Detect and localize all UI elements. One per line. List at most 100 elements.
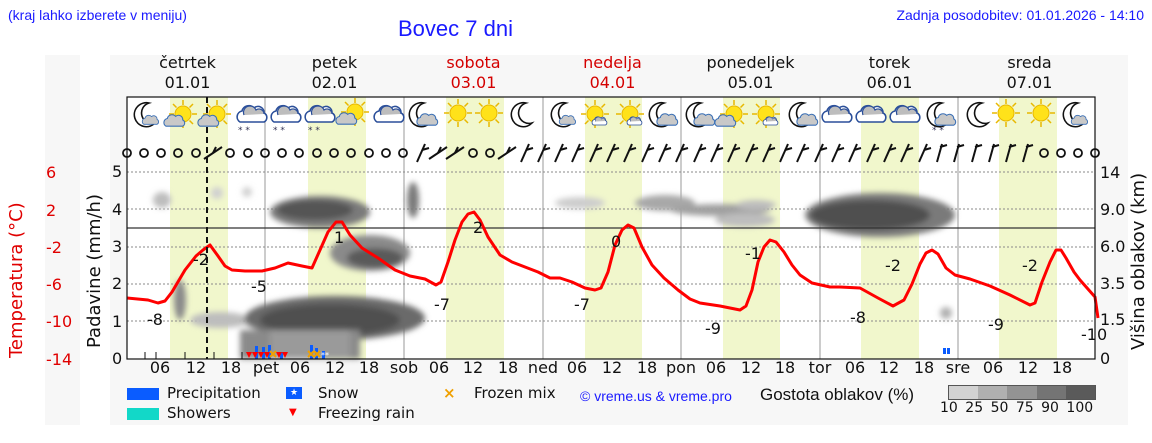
hour-label: 06 [982, 358, 1004, 377]
hour-label: 18 [220, 358, 242, 377]
temp-label: -8 [147, 310, 163, 329]
temp-label: 2 [473, 218, 484, 237]
precip-tick: 3 [112, 237, 123, 256]
hour-label: 06 [705, 358, 727, 377]
hour-label: 12 [324, 358, 346, 377]
hour-ticks [144, 352, 243, 359]
legend-snow: Snow [318, 384, 359, 402]
temp-label: -7 [434, 295, 450, 314]
day-header: četrtek 01.01 [159, 53, 216, 92]
day-short-label: sob [389, 358, 419, 377]
precipitation-swatch [127, 388, 159, 400]
hour-label: 18 [358, 358, 380, 377]
temp-label: 0 [611, 232, 622, 251]
hour-label: 12 [878, 358, 900, 377]
temperature-line [126, 210, 1100, 319]
day-header: ponedeljek 05.01 [706, 53, 795, 92]
precip-tick: 0 [112, 349, 123, 368]
hour-label: 06 [428, 358, 450, 377]
temp-label: 1 [334, 228, 345, 247]
cloud-scale-labels: 10 25 50 75 90 100 [940, 400, 1094, 416]
svg-text:* *: * * [932, 126, 944, 136]
precip-tick: 4 [112, 200, 123, 219]
hour-label: 18 [497, 358, 519, 377]
page-title: Bovec 7 dni [398, 16, 513, 41]
cloud-tick: 14 [1100, 163, 1121, 182]
hour-label: 06 [149, 358, 171, 377]
temp-label: -2 [193, 250, 209, 269]
legend-cloud-density: Gostota oblakov (%) [760, 385, 915, 404]
temp-tick: -6 [46, 275, 62, 294]
day-short-label: sre [945, 358, 971, 377]
temp-label: -5 [251, 277, 267, 296]
legend-showers: Showers [167, 404, 231, 422]
hour-label: 12 [185, 358, 207, 377]
showers-swatch [127, 408, 159, 420]
cloud-tick: 1.5 [1100, 310, 1126, 329]
precip-tick: 2 [112, 274, 123, 293]
day-short-label: ned [527, 358, 559, 377]
frozen-mix-icon: × [443, 384, 456, 402]
hour-label: 06 [566, 358, 588, 377]
temp-tick: -10 [46, 312, 73, 331]
day-header: sreda 07.01 [1006, 53, 1053, 92]
hour-label: 06 [844, 358, 866, 377]
temp-label: -1 [745, 244, 761, 263]
hour-label: 18 [636, 358, 658, 377]
temp-tick: -2 [46, 238, 62, 257]
cloud-tick: 6.0 [1100, 237, 1126, 256]
day-header-weekend: sobota 03.01 [446, 53, 501, 92]
temp-tick: 2 [46, 201, 57, 220]
cloud-tick: 9.0 [1100, 200, 1126, 219]
snow-icon: ★ [286, 387, 302, 399]
day-short-label: tor [808, 358, 832, 377]
temp-label: -8 [850, 308, 866, 327]
precip-axis-panel [110, 55, 128, 425]
legend-frozen-mix: Frozen mix [474, 384, 556, 402]
temp-axis-panel [45, 55, 80, 425]
precip-tick: 5 [112, 162, 123, 181]
day-header: petek 02.01 [311, 53, 358, 92]
snow-flake-marks: * * * * * * * * [238, 126, 944, 136]
temp-tick: -14 [46, 350, 73, 369]
legend-precipitation: Precipitation [167, 384, 261, 402]
last-update: Zadnja posodobitev: 01.01.2026 - 14:10 [896, 7, 1144, 23]
snow-markers: ** [321, 351, 329, 360]
svg-text:* *: * * [273, 126, 285, 136]
day-short-label: pon [665, 358, 697, 377]
temp-tick: 6 [46, 163, 57, 182]
day-header-weekend: nedelja 04.01 [583, 53, 642, 92]
svg-text:**: ** [321, 351, 329, 360]
hour-label: 06 [289, 358, 311, 377]
cloud-tick: 0 [1100, 349, 1111, 368]
day-header-panel [110, 55, 1128, 97]
freezing-rain-icon: ▼ [289, 407, 297, 418]
hour-label: 12 [601, 358, 623, 377]
temp-label: -7 [574, 295, 590, 314]
frozen-mix-markers [269, 350, 321, 358]
cloud-tick: 3.5 [1100, 274, 1126, 293]
temp-label: -2 [1022, 256, 1038, 275]
hour-label: 18 [774, 358, 796, 377]
legend-freezing-rain: Freezing rain [318, 404, 415, 422]
day-short-label: pet [252, 358, 280, 377]
copyright-link[interactable]: © vreme.us & vreme.pro [580, 388, 732, 404]
cloud-density-scale [948, 385, 1096, 400]
cloud-density-overlay [153, 182, 955, 359]
temp-label: -9 [705, 319, 721, 338]
svg-text:* *: * * [238, 126, 250, 136]
hour-label: 18 [1051, 358, 1073, 377]
temp-label: -2 [885, 256, 901, 275]
hour-label: 18 [913, 358, 935, 377]
freezing-rain-markers [246, 352, 288, 358]
day-header: torek 06.01 [866, 53, 913, 92]
temp-label: -10 [1081, 325, 1108, 344]
hour-label: 12 [1017, 358, 1039, 377]
location-hint: (kraj lahko izberete v meniju) [8, 7, 187, 23]
temp-label: -9 [988, 315, 1004, 334]
precip-tick: 1 [112, 312, 123, 331]
svg-text:* *: * * [308, 126, 320, 136]
hour-label: 12 [462, 358, 484, 377]
hour-label: 12 [740, 358, 762, 377]
